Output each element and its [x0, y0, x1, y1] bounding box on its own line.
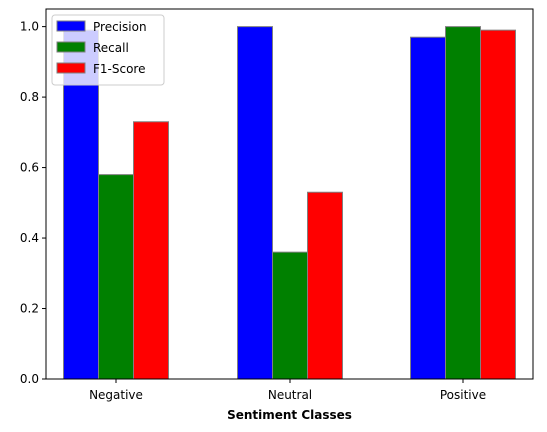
y-tick-label: 0.0 [20, 372, 39, 386]
bar-f1-score-positive [480, 29, 516, 380]
x-axis-title: Sentiment Classes [227, 408, 352, 422]
y-tick-label: 0.8 [20, 90, 39, 104]
legend-swatch [56, 41, 86, 53]
y-tick-label: 0.4 [20, 231, 39, 245]
bar-recall-positive [445, 26, 481, 380]
bars-layer [63, 26, 516, 380]
bar-precision-negative [63, 29, 99, 380]
x-axis: Negative Neutral Positive [89, 379, 486, 402]
legend-swatch [56, 20, 86, 32]
x-tick-label: Negative [89, 388, 143, 402]
legend-label: Precision [93, 20, 147, 34]
bar-recall-neutral [272, 251, 308, 380]
legend-label: Recall [93, 41, 129, 55]
y-tick-label: 0.2 [20, 302, 39, 316]
bar-precision-positive [410, 36, 446, 380]
bar-precision-neutral [237, 26, 273, 380]
plot-frame [45, 8, 534, 380]
y-tick-label: 0.6 [20, 161, 39, 175]
bar-recall-negative [98, 174, 134, 380]
bar-f1-score-negative [133, 121, 169, 380]
legend-swatch [56, 62, 86, 74]
x-tick-label: Positive [440, 388, 486, 402]
x-tick-label: Neutral [268, 388, 312, 402]
y-tick-label: 1.0 [20, 20, 39, 34]
legend-label: F1-Score [93, 62, 145, 76]
legend: Precision Recall F1-Score [51, 14, 165, 86]
bar-f1-score-neutral [307, 191, 343, 380]
y-axis: 0.0 0.2 0.4 0.6 0.8 1.0 [20, 20, 46, 386]
